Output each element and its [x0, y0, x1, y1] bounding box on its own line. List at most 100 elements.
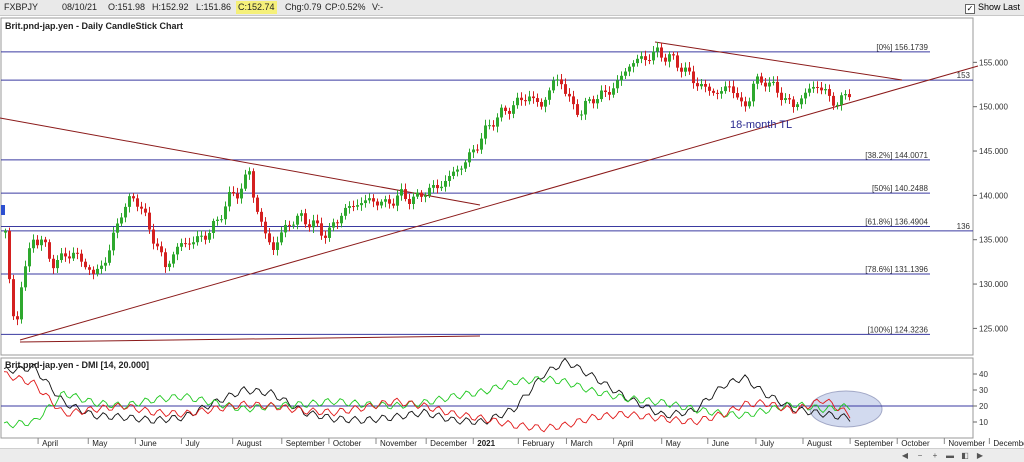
- dmi-tick-label: 10: [979, 418, 988, 427]
- candle-body: [116, 223, 119, 233]
- candle-body: [656, 47, 659, 52]
- candle-body: [96, 268, 99, 274]
- candle-body: [636, 58, 639, 64]
- candle-body: [280, 232, 283, 243]
- candle-body: [480, 138, 483, 150]
- candle-body: [340, 215, 343, 224]
- date-tick-label: October: [333, 439, 362, 448]
- candle-body: [792, 99, 795, 108]
- candle-body: [448, 175, 451, 181]
- checkbox-checked-icon[interactable]: ✓: [964, 4, 975, 14]
- candle-body: [308, 224, 311, 228]
- scroll-bar-icon[interactable]: ▬: [946, 451, 954, 460]
- candle-body: [808, 88, 811, 93]
- date-tick-label: February: [522, 439, 554, 448]
- date-label: 08/10/21: [62, 2, 98, 12]
- candle-body: [492, 125, 495, 127]
- candle-body: [580, 114, 583, 116]
- candle-body: [744, 101, 747, 107]
- candle-body: [828, 89, 831, 96]
- candle-body: [568, 93, 571, 97]
- candle-body: [488, 125, 491, 127]
- candle-body: [524, 100, 527, 102]
- candle-body: [76, 252, 79, 254]
- candle-body: [240, 188, 243, 199]
- candle-body: [156, 243, 159, 247]
- candle-body: [640, 56, 643, 59]
- candle-body: [184, 243, 187, 245]
- candle-body: [804, 92, 807, 99]
- candle-body: [440, 186, 443, 189]
- candle-body: [404, 189, 407, 199]
- date-tick-label: May: [92, 439, 107, 448]
- low-value: L:151.86: [196, 2, 232, 12]
- candle-body: [236, 193, 239, 199]
- candle-body: [40, 239, 43, 246]
- candle-body: [832, 95, 835, 106]
- candle-body: [420, 192, 423, 197]
- symbol-label: FXBPJY: [4, 2, 39, 12]
- date-tick-label: March: [570, 439, 592, 448]
- candle-body: [652, 51, 655, 61]
- scroll-left-icon[interactable]: ◀: [901, 451, 909, 460]
- base-line: [19, 335, 481, 343]
- candle-body: [660, 47, 663, 58]
- candle-body: [364, 200, 367, 204]
- candle-body: [684, 67, 687, 72]
- candle-body: [476, 149, 479, 151]
- candle-body: [352, 206, 355, 208]
- left-price-marker: [1, 205, 5, 215]
- price-tick-label: 140.000: [979, 191, 1008, 200]
- candle-body: [88, 267, 91, 270]
- candle-body: [648, 60, 651, 62]
- fib-label: [0%] 156.1739: [876, 43, 928, 52]
- candle-body: [672, 54, 675, 56]
- price-tick-label: 125.000: [979, 324, 1008, 333]
- candle-body: [848, 94, 851, 98]
- candle-body: [288, 224, 291, 226]
- candle-body: [12, 279, 15, 317]
- candle-body: [312, 220, 315, 228]
- horizontal-scrollbar[interactable]: ◀ − + ▬ ◧ ▶: [0, 448, 1024, 462]
- open-value: O:151.98: [108, 2, 146, 12]
- show-last-toggle[interactable]: ✓ Show Last: [964, 0, 1020, 15]
- candle-body: [128, 196, 131, 207]
- date-tick-label: April: [42, 439, 58, 448]
- zoom-out-icon[interactable]: −: [917, 451, 923, 460]
- annotation-18-month-tl: 18-month TL: [730, 119, 792, 131]
- candle-body: [720, 91, 723, 94]
- candle-body: [600, 90, 603, 100]
- quote-toolbar: FXBPJY 08/10/21 O:151.98 H:152.92 L:151.…: [0, 0, 1024, 16]
- candle-body: [336, 222, 339, 224]
- candle-body: [596, 99, 599, 104]
- dmi-line: [3, 357, 851, 425]
- candle-body: [244, 174, 247, 189]
- candle-body: [836, 104, 839, 106]
- date-tick-label: July: [760, 439, 774, 448]
- fib-label: [38.2%] 144.0071: [865, 151, 928, 160]
- fit-icon[interactable]: ◧: [961, 451, 969, 460]
- candle-body: [152, 229, 155, 244]
- candle-body: [412, 196, 415, 204]
- date-tick-label: June: [139, 439, 157, 448]
- candle-body: [400, 189, 403, 196]
- dmi-tick-label: 20: [979, 402, 988, 411]
- scroll-right-icon[interactable]: ▶: [976, 451, 984, 460]
- candle-body: [348, 206, 351, 208]
- candle-body: [216, 219, 219, 221]
- date-tick-label: May: [666, 439, 681, 448]
- candle-body: [52, 258, 55, 269]
- candle-body: [748, 101, 751, 107]
- price-panel: [0%] 156.1739 153 [38.2%] 144.0071 [50%] 14…: [0, 17, 1008, 356]
- date-tick-label: December: [993, 439, 1024, 448]
- candle-body: [768, 82, 771, 87]
- dmi-tick-label: 30: [979, 386, 988, 395]
- candle-body: [460, 168, 463, 170]
- candle-body: [540, 102, 543, 107]
- candle-body: [60, 253, 63, 261]
- candle-body: [16, 316, 19, 320]
- candle-body: [516, 97, 519, 106]
- price-tick-label: 130.000: [979, 280, 1008, 289]
- zoom-in-icon[interactable]: +: [932, 451, 938, 460]
- candle-body: [392, 203, 395, 206]
